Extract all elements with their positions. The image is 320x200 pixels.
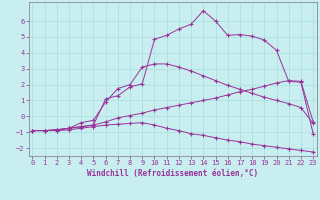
X-axis label: Windchill (Refroidissement éolien,°C): Windchill (Refroidissement éolien,°C) — [87, 169, 258, 178]
